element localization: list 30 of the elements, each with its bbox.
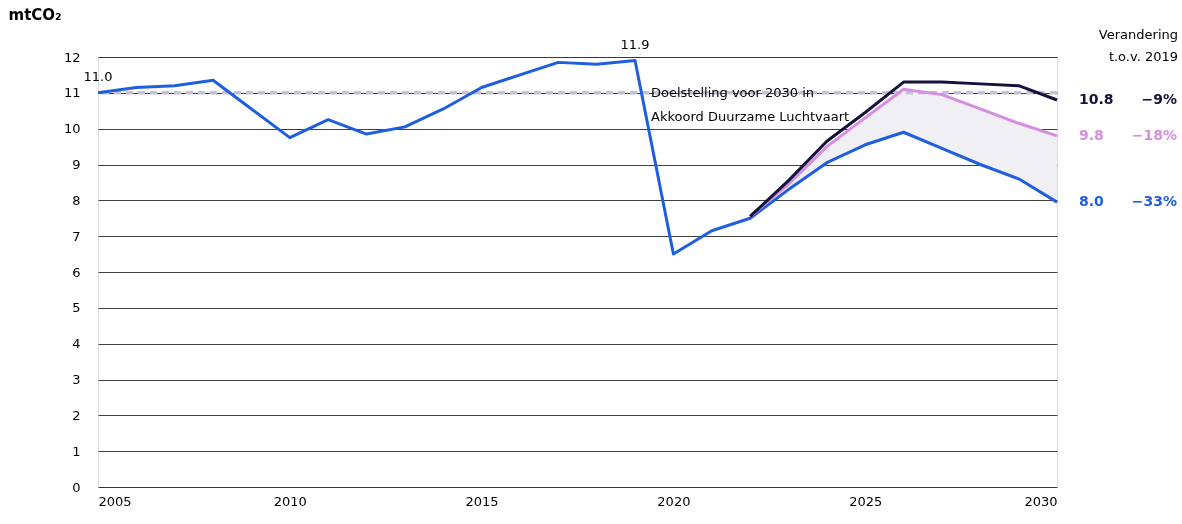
y-tick-label: 10: [63, 121, 81, 137]
y-tick-label: 0: [72, 479, 81, 495]
y-tick-label: 12: [63, 49, 81, 65]
text: −18%: [1131, 126, 1177, 143]
x-tick-label: 2005: [98, 493, 132, 509]
x-tick-label: 2025: [849, 493, 883, 509]
x-tick-label: 2010: [273, 493, 307, 509]
y-axis-title: mtCO₂: [8, 5, 62, 24]
data-label: 11.9: [620, 36, 650, 52]
text: −33%: [1131, 193, 1177, 210]
ref-line-label: Doelstelling voor 2030 in Akkoord Duurzame Luchtvaart: [651, 84, 850, 124]
y-tick-label: 5: [72, 300, 81, 316]
text: −9%: [1141, 91, 1177, 107]
data-label: 10.8: [1079, 91, 1114, 107]
data-label: 8.0: [1079, 193, 1105, 210]
x-tick-label: 2030: [1024, 493, 1058, 509]
y-tick-label: 6: [72, 264, 81, 280]
y-tick-label: 11: [63, 85, 81, 101]
y-tick-label: 2: [72, 407, 81, 423]
text: Verandering t.o.v. 2019: [1098, 27, 1178, 64]
y-tick-label: 9: [72, 157, 81, 172]
x-tick-label: 2015: [465, 493, 499, 509]
data-label: 9.8: [1079, 126, 1104, 143]
y-tick-label: 1: [72, 443, 81, 459]
data-label: 11.0: [83, 68, 113, 84]
y-tick-label: 8: [72, 192, 81, 208]
y-tick-label: 4: [72, 336, 81, 352]
x-tick-label: 2020: [657, 493, 691, 509]
y-tick-label: 3: [72, 372, 81, 387]
y-tick-label: 7: [72, 228, 81, 244]
